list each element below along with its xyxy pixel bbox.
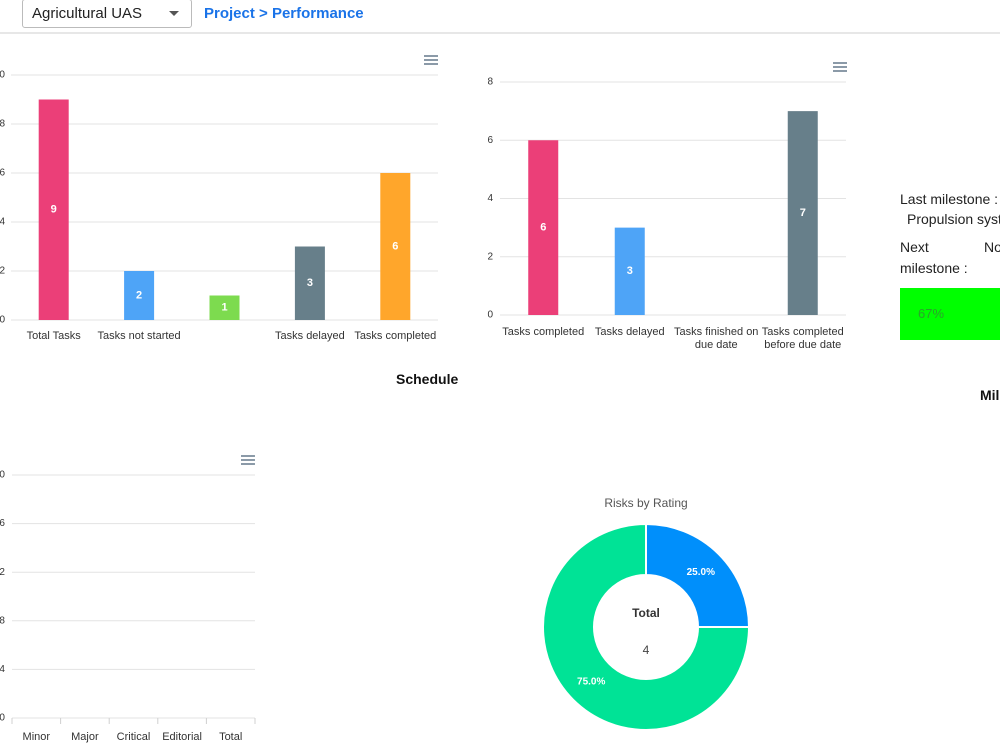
y-tick-label: 0 bbox=[0, 315, 5, 326]
section-title: Schedule bbox=[396, 371, 459, 387]
section-title: Mil bbox=[980, 387, 1000, 403]
x-tick-label: Tasks finished on due date bbox=[674, 326, 759, 351]
menu-icon[interactable] bbox=[241, 455, 255, 465]
y-tick-label: 4 bbox=[487, 193, 493, 204]
progress-track: 67% bbox=[900, 288, 1000, 340]
milestone-label: milestone : bbox=[900, 260, 968, 276]
x-tick-label: Major bbox=[71, 731, 99, 743]
y-tick-label: 6 bbox=[487, 135, 493, 146]
menu-icon[interactable] bbox=[424, 55, 438, 65]
milestone-label: Next bbox=[900, 239, 929, 255]
x-tick-label: Tasks completed before due date bbox=[761, 326, 844, 351]
x-tick-label: Tasks completed bbox=[502, 326, 585, 338]
y-tick-label: 1.2 bbox=[0, 567, 5, 578]
y-tick-label: 8 bbox=[0, 119, 5, 130]
bar bbox=[528, 140, 559, 315]
y-tick-label: 8 bbox=[487, 77, 493, 88]
chart-title: Risks by Rating bbox=[604, 496, 687, 510]
data-label: 7 bbox=[800, 207, 806, 219]
y-tick-label: 4 bbox=[0, 217, 5, 228]
data-label: 3 bbox=[307, 277, 313, 289]
bar bbox=[209, 295, 240, 320]
data-label: 3 bbox=[627, 265, 633, 277]
menu-icon[interactable] bbox=[833, 62, 847, 72]
bar bbox=[294, 246, 325, 320]
data-label: 9 bbox=[51, 204, 57, 216]
project-dropdown[interactable]: Agricultural UAS bbox=[22, 0, 192, 28]
bar bbox=[38, 99, 69, 320]
bar bbox=[124, 271, 155, 320]
x-tick-label: Critical bbox=[116, 731, 151, 743]
dropdown-value: Agricultural UAS bbox=[32, 5, 143, 22]
progress-fill bbox=[900, 288, 1000, 340]
data-label: 25.0% bbox=[687, 567, 715, 578]
x-tick-label: Tasks delayed bbox=[594, 326, 665, 338]
data-label: 6 bbox=[540, 222, 546, 234]
bar bbox=[380, 173, 411, 320]
y-tick-label: 10 bbox=[0, 70, 5, 81]
y-tick-label: 2.0 bbox=[0, 470, 5, 481]
y-tick-label: 0 bbox=[487, 310, 493, 321]
y-tick-label: 2 bbox=[487, 251, 493, 262]
data-label: 2 bbox=[136, 289, 142, 301]
x-tick-label: Editorial bbox=[162, 731, 202, 743]
x-tick-label: Tasks completed bbox=[354, 330, 437, 342]
milestone-value: Propulsion syst bbox=[907, 211, 1000, 227]
donut-slice bbox=[645, 522, 751, 628]
y-tick-label: 1.6 bbox=[0, 518, 5, 529]
data-label: 75.0% bbox=[577, 676, 605, 687]
y-tick-label: 0.0 bbox=[0, 713, 5, 724]
data-label: 1 bbox=[221, 302, 227, 314]
x-tick-label: Total Tasks bbox=[26, 330, 81, 342]
x-tick-label: Minor bbox=[22, 731, 51, 743]
donut-slice bbox=[542, 522, 751, 731]
dropdown-caret bbox=[169, 11, 179, 16]
y-tick-label: 0.8 bbox=[0, 615, 5, 626]
milestone-label: Last milestone : bbox=[900, 191, 999, 207]
data-label: 6 bbox=[392, 240, 398, 252]
y-tick-label: 6 bbox=[0, 168, 5, 179]
donut-center-label: Total bbox=[632, 606, 660, 620]
bar bbox=[614, 227, 645, 315]
bar bbox=[787, 111, 818, 315]
x-tick-label: Total bbox=[219, 731, 243, 743]
milestone-value: No bbox=[984, 239, 1000, 255]
donut-center-value: 4 bbox=[643, 643, 650, 657]
y-tick-label: 0.4 bbox=[0, 664, 5, 675]
breadcrumb[interactable]: Project > Performance bbox=[204, 5, 364, 22]
progress-label: 67% bbox=[918, 306, 945, 321]
x-tick-label: Tasks delayed bbox=[275, 330, 345, 342]
x-tick-label: Tasks not started bbox=[97, 330, 181, 342]
y-tick-label: 2 bbox=[0, 266, 5, 277]
